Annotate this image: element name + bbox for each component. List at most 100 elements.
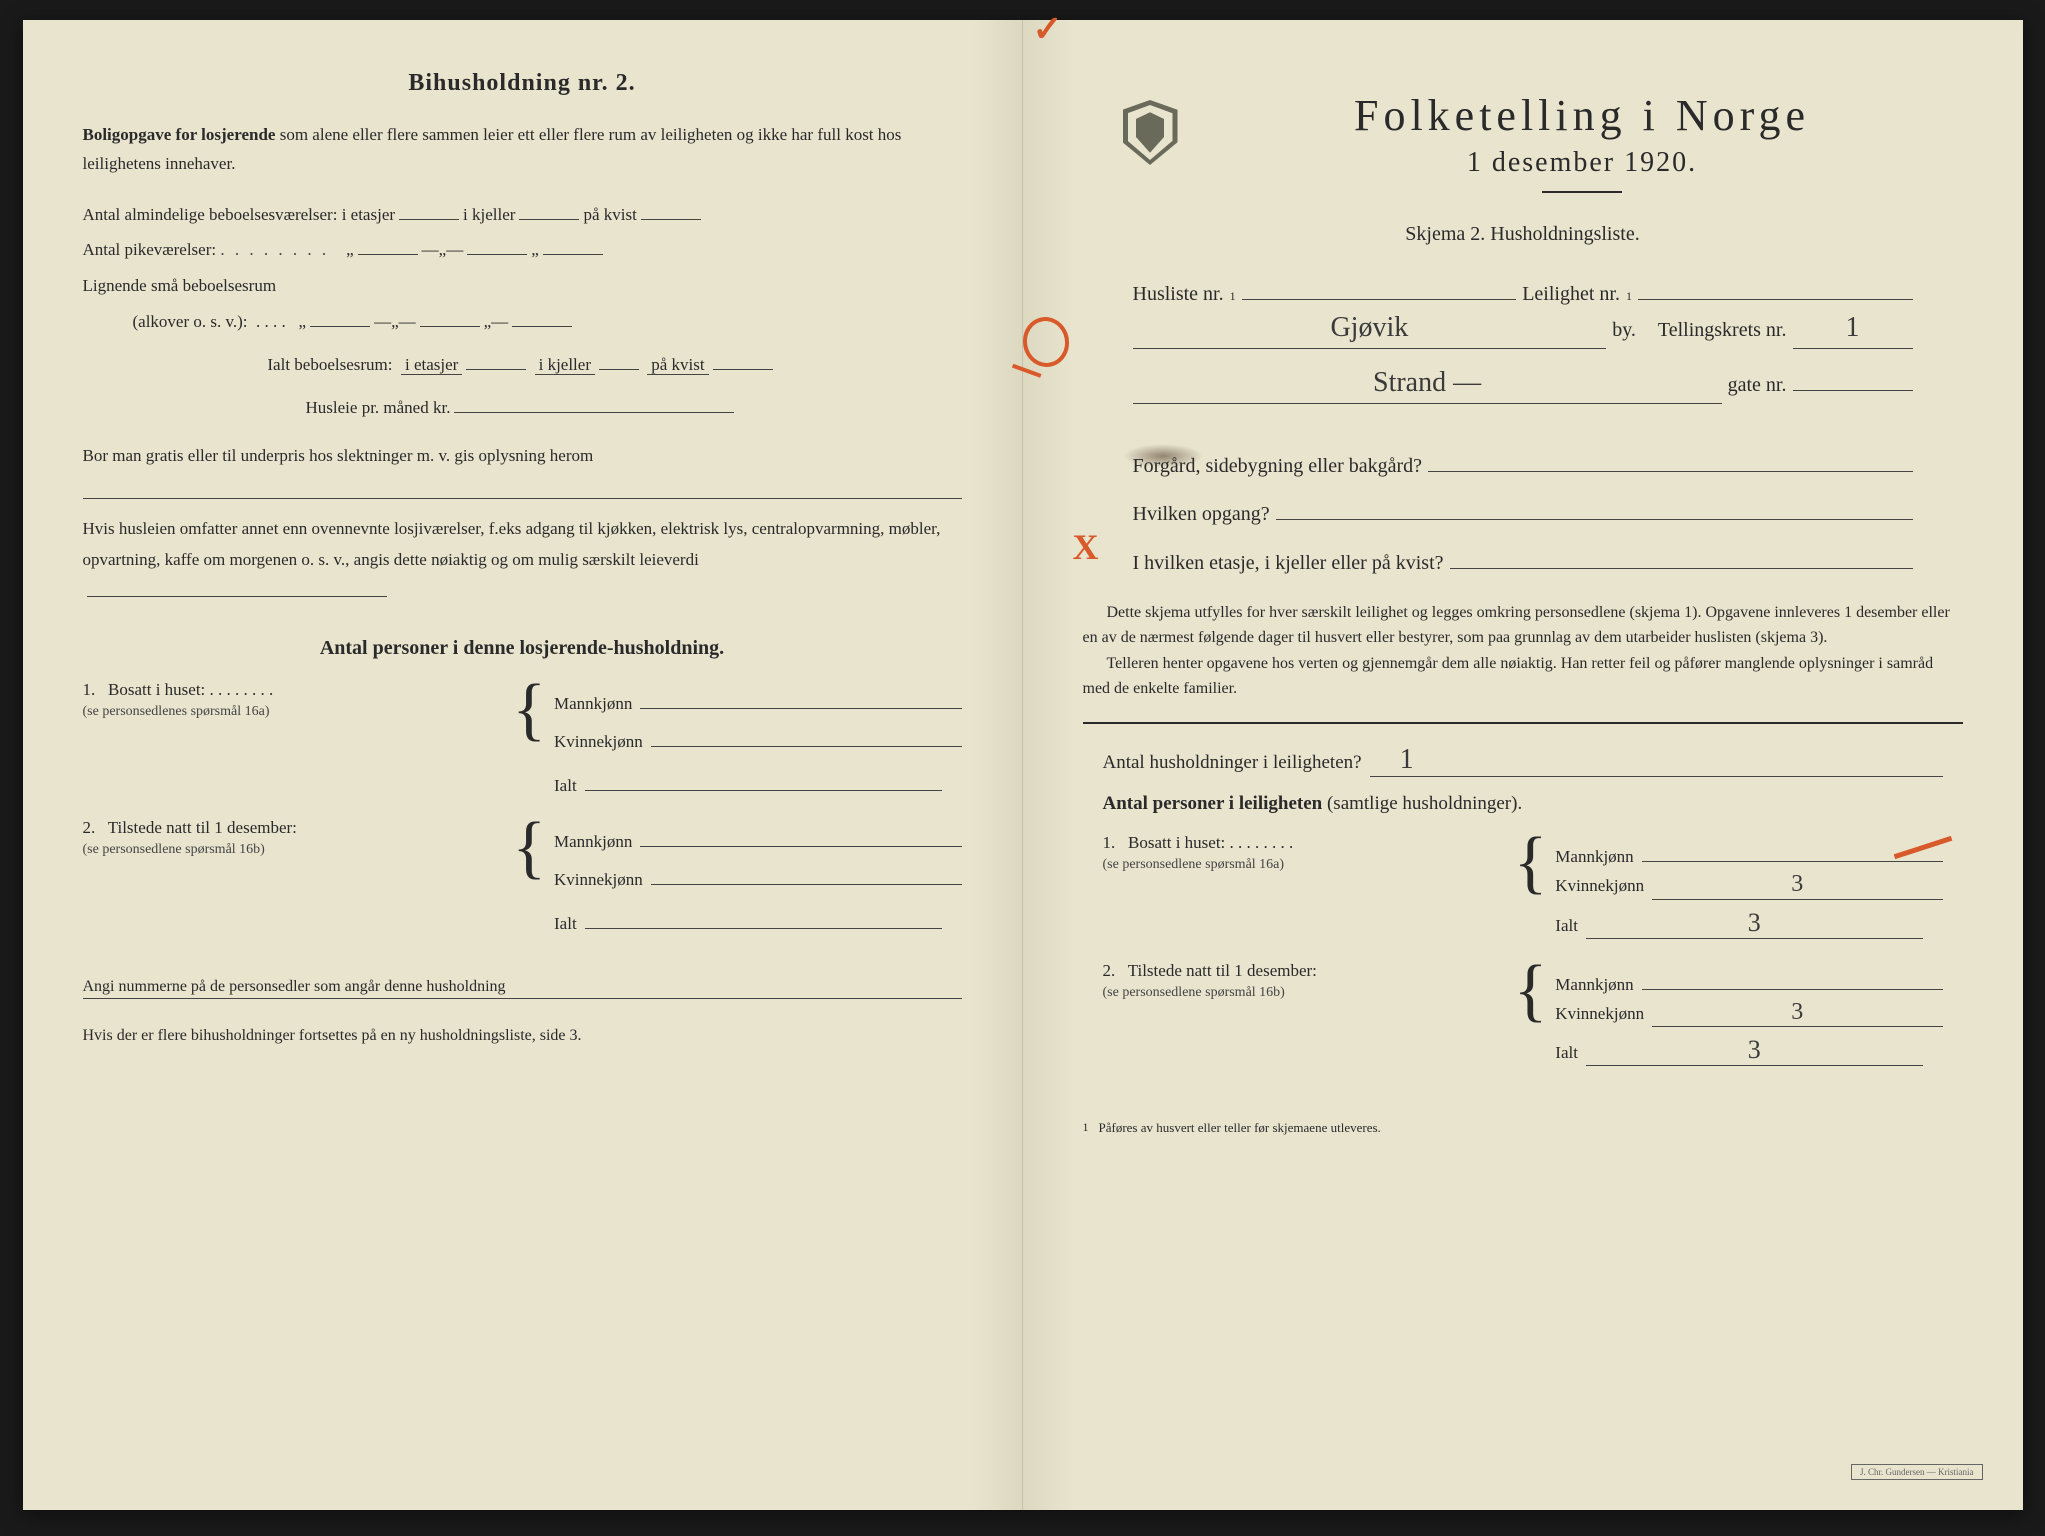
r-q1-num: 1. <box>1103 833 1116 852</box>
orange-circle-mark <box>1019 314 1073 371</box>
document-spread: Bihusholdning nr. 2. Boligopgave for los… <box>23 20 2023 1510</box>
gratis-text: Bor man gratis eller til underpris hos s… <box>83 446 594 465</box>
husleie-line: Husleie pr. måned kr. <box>83 389 962 426</box>
r-q2-kvinne-label: Kvinnekjønn <box>1555 1004 1644 1024</box>
left-count-2: 2. Tilstede natt til 1 desember: (se per… <box>83 818 962 938</box>
leilighet-label: Leilighet nr. <box>1522 283 1620 306</box>
forgard-row: Forgård, sidebygning eller bakgård? <box>1133 436 1913 478</box>
i-kjeller-1: i kjeller <box>463 197 515 233</box>
rooms-line-3b: (alkover o. s. v.): . . . . „—„—„— <box>133 304 962 340</box>
gate-nr-value <box>1793 355 1913 391</box>
right-count-1: 1. Bosatt i huset: . . . . . . . . (se p… <box>1103 833 1943 943</box>
l-q1-mann: Mannkjønn <box>554 694 632 714</box>
gate-value: Strand — <box>1133 367 1722 403</box>
title-rule <box>1542 191 1622 193</box>
instructions-block: Dette skjema utfylles for hver særskilt … <box>1083 601 1963 702</box>
i-etasjer-1: i etasjer <box>342 197 395 233</box>
left-page-title: Bihusholdning nr. 2. <box>83 70 962 97</box>
dots <box>220 232 329 268</box>
right-count-2: 2. Tilstede natt til 1 desember: (se per… <box>1103 961 1943 1071</box>
antal-pers-title: Antal personer i leiligheten (samtlige h… <box>1103 793 1943 815</box>
l-q2-mann: Mannkjønn <box>554 832 632 852</box>
footer-note: Hvis der er flere bihusholdninger fortse… <box>83 1027 962 1045</box>
q2-sub: (se personsedlene spørsmål 16b) <box>83 842 265 857</box>
r-q1-kvinne-value: 3 <box>1652 871 1942 900</box>
coat-of-arms-icon <box>1123 100 1178 165</box>
l-q2-ialt: Ialt <box>554 914 577 934</box>
q2-num: 2. <box>83 818 96 837</box>
husleie-label: Husleie pr. måned kr. <box>306 398 451 417</box>
forgard-value <box>1428 436 1912 472</box>
tellingskrets-label: Tellingskrets nr. <box>1658 319 1787 342</box>
instructions-p2: Telleren henter opgavene hos verten og g… <box>1083 652 1963 702</box>
skjema-line: Skjema 2. Husholdningsliste. <box>1083 223 1963 246</box>
tellingskrets-value: 1 <box>1793 312 1913 348</box>
note-text: Hvis husleien omfatter annet enn ovennev… <box>83 519 941 569</box>
right-header: Folketelling i Norge 1 desember 1920. <box>1123 70 1963 193</box>
r-q2-label: Tilstede natt til 1 desember: <box>1128 961 1317 980</box>
r-q2-ialt-label: Ialt <box>1555 1043 1578 1063</box>
rooms-line-3: Lignende små beboelsesrum <box>83 268 962 304</box>
r-q2-ialt-value: 3 <box>1586 1035 1923 1066</box>
r-q2-kvinne-value: 3 <box>1652 999 1942 1028</box>
q1-sub: (se personsedlenes spørsmål 16a) <box>83 704 270 719</box>
r-q1-ialt-value: 3 <box>1586 908 1923 939</box>
right-page: ✓ Folketelling i Norge 1 desember 1920. … <box>1023 20 2023 1510</box>
q1-label: Bosatt i huset: <box>108 680 205 699</box>
left-count-1: 1. Bosatt i huset: . . . . . . . . (se p… <box>83 680 962 800</box>
husliste-row: Husliste nr.1 Leilighet nr.1 <box>1133 264 1913 306</box>
by-label: by. <box>1612 319 1636 342</box>
husliste-label: Husliste nr. <box>1133 283 1224 306</box>
footnote: 1 Påføres av husvert eller teller før sk… <box>1083 1120 1963 1136</box>
r-q2-mann-value <box>1642 961 1943 990</box>
etasje-label: I hvilken etasje, i kjeller eller på kvi… <box>1133 552 1444 575</box>
r-q2-num: 2. <box>1103 961 1116 980</box>
instructions-p1: Dette skjema utfylles for hver særskilt … <box>1083 601 1963 651</box>
pa-kvist-2: på kvist <box>647 355 708 375</box>
brace-icon: { <box>1514 833 1548 893</box>
orange-x-mark: X <box>1073 526 1099 568</box>
rooms-line-1: Antal almindelige beboelsesværelser: i e… <box>83 197 962 233</box>
ialt-rooms-label: Ialt beboelsesrum: <box>267 355 392 374</box>
q2-label: Tilstede natt til 1 desember: <box>108 818 297 837</box>
antal-hush-row: Antal husholdninger i leiligheten? 1 <box>1103 744 1943 777</box>
footer-angi-line: Angi nummerne på de personsedler som ang… <box>83 978 962 999</box>
left-section-title: Antal personer i denne losjerende-hushol… <box>83 637 962 660</box>
l-q1-kvinne: Kvinnekjønn <box>554 732 643 752</box>
antal-hush-label: Antal husholdninger i leiligheten? <box>1103 752 1362 774</box>
brace-icon: { <box>1514 961 1548 1021</box>
l-q2-kvinne: Kvinnekjønn <box>554 870 643 890</box>
rooms1-label: Antal almindelige beboelsesværelser: <box>83 197 338 233</box>
note-paragraph: Hvis husleien omfatter annet enn ovennev… <box>83 513 962 607</box>
opgang-label: Hvilken opgang? <box>1133 503 1270 526</box>
leilighet-value <box>1638 264 1913 300</box>
r-q1-kvinne-label: Kvinnekjønn <box>1555 876 1644 896</box>
intro-paragraph: Boligopgave for losjerende som alene ell… <box>83 121 962 179</box>
brace-icon: { <box>512 680 546 740</box>
r-q2-mann-label: Mannkjønn <box>1555 975 1633 995</box>
r-q1-ialt-label: Ialt <box>1555 916 1578 936</box>
printer-mark: J. Chr. Gundersen — Kristiania <box>1851 1464 1982 1480</box>
main-title: Folketelling i Norge <box>1202 90 1963 141</box>
i-kjeller-2: i kjeller <box>535 355 595 375</box>
opgang-value <box>1276 484 1913 520</box>
etasje-value <box>1450 532 1913 568</box>
rooms-line-2: Antal pikeværelser: „—„—„ <box>83 232 962 268</box>
gratis-paragraph: Bor man gratis eller til underpris hos s… <box>83 440 962 499</box>
by-row: Gjøvik by. Tellingskrets nr. 1 <box>1133 312 1913 348</box>
orange-check-mark: ✓ <box>1033 8 1063 50</box>
forgard-label: Forgård, sidebygning eller bakgård? <box>1133 455 1423 478</box>
footnote-sup: 1 <box>1083 1120 1089 1136</box>
left-page: Bihusholdning nr. 2. Boligopgave for los… <box>23 20 1023 1510</box>
sub-title: 1 desember 1920. <box>1202 147 1963 179</box>
r-q1-label: Bosatt i huset: <box>1128 833 1225 852</box>
brace-icon: { <box>512 818 546 878</box>
r-q1-sub: (se personsedlene spørsmål 16a) <box>1103 857 1285 872</box>
by-value: Gjøvik <box>1133 312 1607 348</box>
alkover-label: (alkover o. s. v.): <box>133 304 248 340</box>
husliste-value <box>1242 264 1517 300</box>
gate-label: gate nr. <box>1728 374 1787 397</box>
opgang-row: Hvilken opgang? <box>1133 484 1913 526</box>
antal-pers-bold: Antal personer i leiligheten <box>1103 793 1323 814</box>
r-q1-mann-label: Mannkjønn <box>1555 847 1633 867</box>
